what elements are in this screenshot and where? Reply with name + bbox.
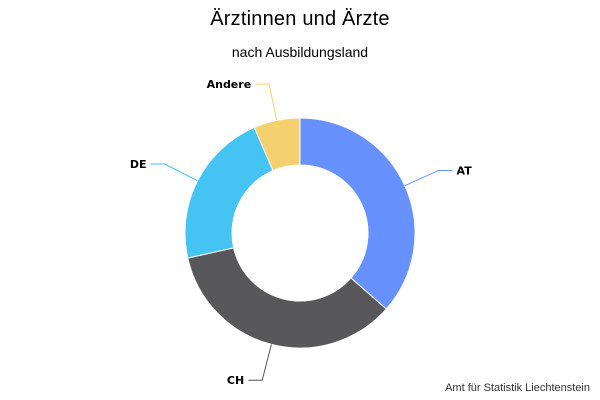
connector-at [404, 169, 453, 187]
slice-label-de: DE [130, 158, 147, 171]
slice-andere[interactable] [253, 117, 301, 172]
slice-at[interactable] [299, 117, 416, 310]
chart-title: Ärztinnen und Ärzte [210, 8, 390, 30]
slice-labels: AT CH DE Andere [130, 78, 472, 387]
slice-label-at: AT [457, 164, 473, 177]
slice-de[interactable] [184, 126, 274, 259]
label-connectors [150, 83, 453, 381]
donut-slices [184, 117, 416, 349]
chart-subtitle: nach Ausbildungsland [231, 44, 369, 60]
connector-ch [248, 344, 272, 381]
slice-label-ch: CH [227, 374, 244, 387]
credits-link[interactable]: Amt für Statistik Liechtenstein [445, 382, 590, 394]
connector-de [150, 163, 198, 182]
connector-andere [255, 83, 278, 121]
slice-ch[interactable] [187, 247, 387, 349]
slice-label-andere: Andere [207, 78, 252, 91]
